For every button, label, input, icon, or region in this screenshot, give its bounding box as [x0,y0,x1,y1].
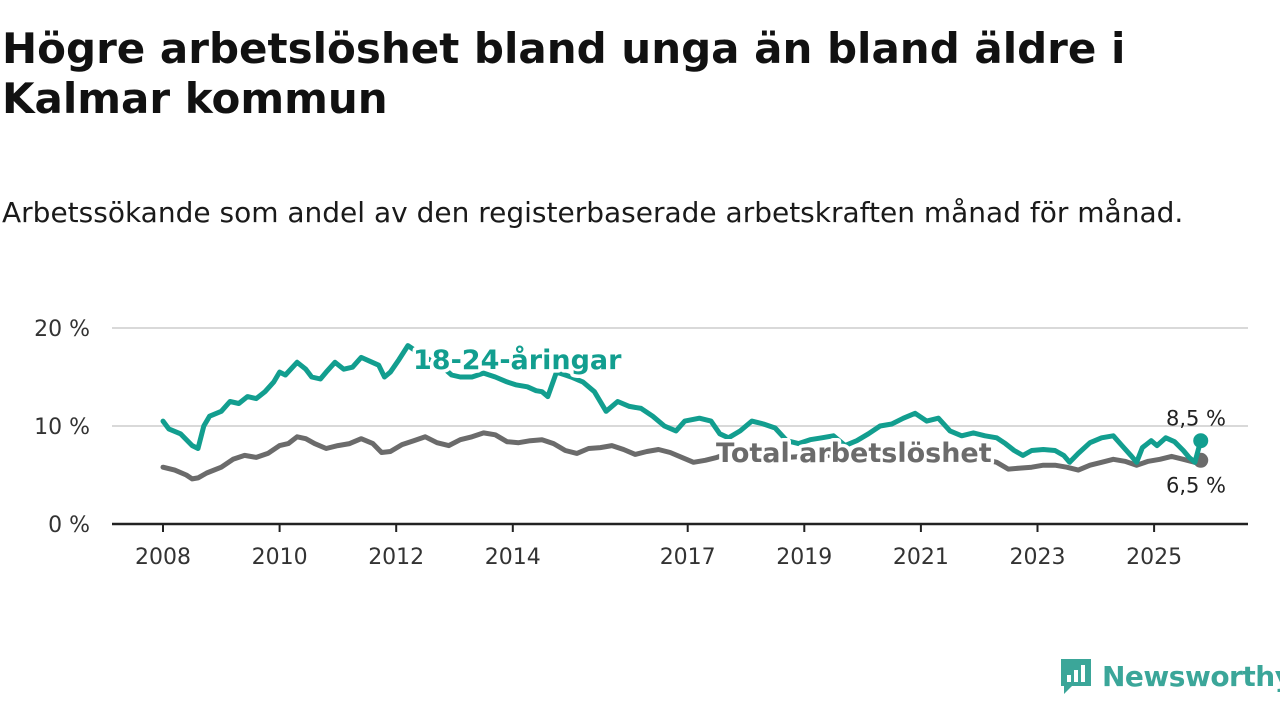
newsworthy-logo-icon [1061,659,1091,694]
x-tick-label: 2021 [893,545,949,570]
y-tick-label: 20 % [34,317,90,342]
brand-name: Newsworthy [1102,659,1280,693]
series-labels: 18-24-åringar Total arbetslöshet 8,5 % 6,5 … [410,341,1227,498]
newsworthy-logo: Newsworthy [1058,654,1280,698]
y-axis-ticks: 0 % 10 % 20 % [34,317,90,538]
end-label-total: 6,5 % [1166,473,1226,497]
x-axis: 2008 2010 2012 2014 2017 2019 2021 2023 2025 [112,522,1248,570]
x-tick-label: 2025 [1126,545,1182,570]
x-tick-label: 2012 [368,545,424,570]
x-tick-label: 2008 [135,545,191,570]
series-lines [160,343,1209,482]
x-tick-label: 2014 [485,545,541,570]
series-label-youth: 18-24-åringar [413,344,622,376]
gridlines [112,327,1248,427]
x-tick-label: 2017 [660,545,716,570]
y-tick-label: 10 % [34,415,90,440]
y-tick-label: 0 % [48,513,90,538]
line-chart: 0 % 10 % 20 % 18-24-åringar Total arbetslös… [34,317,1248,570]
x-tick-label: 2010 [252,545,308,570]
series-label-total: Total arbetslöshet [716,438,992,469]
x-tick-label: 2023 [1010,545,1066,570]
end-label-youth: 8,5 % [1166,407,1226,431]
chart-title: Högre arbetslöshet bland unga än bland ä… [2,24,1126,123]
chart-subtitle: Arbetssökande som andel av den registerb… [2,196,1184,229]
x-tick-label: 2019 [776,545,832,570]
series-end-dot-youth [1193,433,1209,449]
series-line-youth [160,343,1204,465]
series-line-total [160,430,1204,482]
